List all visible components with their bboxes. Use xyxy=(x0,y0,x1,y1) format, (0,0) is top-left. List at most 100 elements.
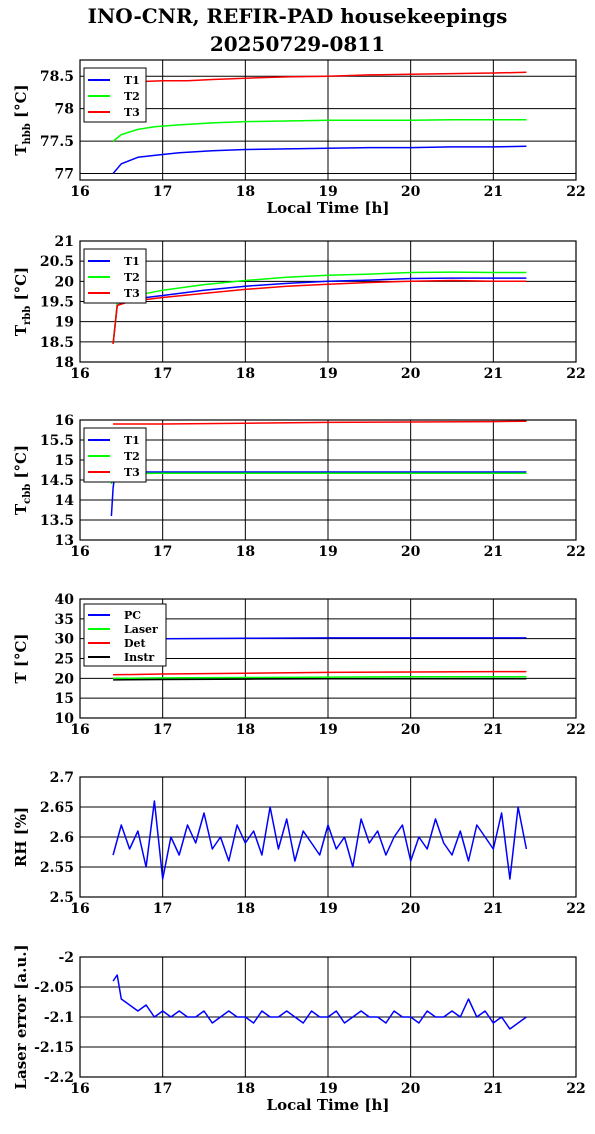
y-tick-label: 20 xyxy=(55,274,75,290)
y-tick-label: 19 xyxy=(55,315,74,331)
x-tick-label: 20 xyxy=(401,722,421,738)
x-tick-label: 20 xyxy=(401,1081,421,1097)
chart-panel-3: 16 17 18 19 20 21 22 13 13.5 14 14.5 15 15.5 16 Tcbb [… xyxy=(12,413,586,560)
chart-panel-5: 16 17 18 19 20 21 22 2.5 2.55 2.6 2.65 2.7 RH [%] xyxy=(12,770,586,917)
series-line-t3 xyxy=(113,420,527,425)
y-axis-label: Laser error [a.u.] xyxy=(12,944,30,1089)
x-tick-label: 18 xyxy=(236,901,255,917)
x-tick-label: 17 xyxy=(153,901,172,917)
series-line-1 xyxy=(112,800,528,880)
x-tick-label: 18 xyxy=(236,1081,255,1097)
x-tick-label: 18 xyxy=(236,366,255,382)
x-tick-label: 21 xyxy=(484,544,503,560)
x-tick-label: 19 xyxy=(318,901,337,917)
legend-label-laser: Laser xyxy=(124,623,158,636)
x-tick-label: 21 xyxy=(484,901,503,917)
y-tick-label: 2.5 xyxy=(50,890,74,906)
y-axis-label: Thbb [°C] xyxy=(12,84,33,155)
y-tick-label: 16 xyxy=(55,413,74,429)
x-tick-label: 22 xyxy=(566,722,585,738)
x-tick-label: 20 xyxy=(401,901,421,917)
y-tick-label: -2.1 xyxy=(44,1010,74,1026)
y-tick-label: 40 xyxy=(55,592,75,608)
plot-frame xyxy=(79,59,577,181)
x-tick-label: 18 xyxy=(236,722,255,738)
y-tick-label: -2.15 xyxy=(34,1040,74,1056)
figure-title: INO-CNR, REFIR-PAD housekeepings xyxy=(87,4,508,28)
x-tick-label: 22 xyxy=(566,366,585,382)
y-tick-label: 25 xyxy=(55,652,74,668)
chart-panel-4: 16 17 18 19 20 21 22 10 15 20 25 30 35 40 T [°C] PCLase… xyxy=(12,592,586,738)
y-tick-label: 2.65 xyxy=(40,800,74,816)
y-tick-label: 14 xyxy=(55,493,75,509)
legend: T1 T2 T3 xyxy=(83,427,147,483)
x-tick-label: 22 xyxy=(566,901,585,917)
series-line-pc xyxy=(113,637,527,640)
plot-frame xyxy=(79,776,577,898)
x-tick-label: 21 xyxy=(484,722,503,738)
y-tick-label: 14.5 xyxy=(40,473,74,489)
series-line-t2 xyxy=(110,472,527,485)
x-tick-label: 21 xyxy=(484,184,503,200)
x-tick-label: 20 xyxy=(401,184,421,200)
x-tick-label: 19 xyxy=(318,722,337,738)
y-axis-label: Tcbb [°C] xyxy=(12,445,33,515)
series-line-t3 xyxy=(146,71,527,83)
x-tick-label: 16 xyxy=(70,901,89,917)
plot-frame xyxy=(79,956,577,1078)
y-tick-label: -2.2 xyxy=(44,1070,74,1086)
chart-panel-6: 16 17 18 19 20 21 22 -2.2 -2.15 -2.1 -2.05 -2 Local … xyxy=(12,944,586,1114)
y-axis-label-main: T [°C] xyxy=(12,633,30,683)
y-tick-label: 77 xyxy=(55,167,74,183)
x-axis-label: Local Time [h] xyxy=(267,1096,390,1114)
x-tick-label: 16 xyxy=(70,1081,89,1097)
y-tick-label: 78 xyxy=(55,102,74,118)
legend-label-t2: T2 xyxy=(124,450,140,463)
x-tick-label: 16 xyxy=(70,184,89,200)
x-tick-label: 19 xyxy=(318,184,337,200)
x-tick-label: 17 xyxy=(153,366,172,382)
x-tick-label: 21 xyxy=(484,366,503,382)
series-line-1 xyxy=(112,974,527,1030)
y-axis-label-main: Laser error [a.u.] xyxy=(12,944,30,1089)
y-axis-label-unit: [°C] xyxy=(12,267,30,306)
x-tick-label: 16 xyxy=(70,366,89,382)
y-tick-label: 2.55 xyxy=(40,860,74,876)
x-tick-label: 19 xyxy=(318,366,337,382)
series-line-det xyxy=(113,670,527,676)
y-tick-label: 77.5 xyxy=(40,134,74,150)
x-tick-label: 18 xyxy=(236,544,255,560)
x-tick-label: 22 xyxy=(566,544,585,560)
x-tick-label: 18 xyxy=(236,184,255,200)
x-tick-label: 17 xyxy=(153,1081,172,1097)
y-axis-label-main: RH [%] xyxy=(12,807,30,867)
y-tick-label: 13 xyxy=(55,533,74,549)
x-tick-label: 17 xyxy=(153,722,172,738)
x-tick-label: 16 xyxy=(70,722,89,738)
legend-label-instr: Instr xyxy=(124,651,154,664)
legend-label-det: Det xyxy=(124,637,147,650)
legend-label-t1: T1 xyxy=(124,434,140,447)
y-axis-label-subscript: cbb xyxy=(22,484,33,504)
x-tick-label: 21 xyxy=(484,1081,503,1097)
y-tick-label: 30 xyxy=(55,632,75,648)
y-tick-label: 20.5 xyxy=(40,254,74,270)
series-line-t2 xyxy=(112,118,527,142)
y-tick-label: 18 xyxy=(55,355,74,371)
y-tick-label: -2 xyxy=(58,950,74,966)
y-tick-label: 2.6 xyxy=(50,830,74,846)
series-line-t2 xyxy=(112,271,527,344)
y-axis-label-main: T xyxy=(12,144,30,156)
y-axis-label-subscript: hbb xyxy=(22,123,33,144)
y-axis-label-main: T xyxy=(12,503,30,515)
y-tick-label: 21 xyxy=(55,234,74,250)
series-line-instr xyxy=(113,677,527,681)
series-line-t1 xyxy=(112,145,527,174)
x-tick-label: 22 xyxy=(566,1081,585,1097)
x-tick-label: 17 xyxy=(153,544,172,560)
y-tick-label: 78.5 xyxy=(40,69,74,85)
legend-label-t3: T3 xyxy=(124,287,140,300)
y-axis-label-main: T xyxy=(12,324,30,336)
